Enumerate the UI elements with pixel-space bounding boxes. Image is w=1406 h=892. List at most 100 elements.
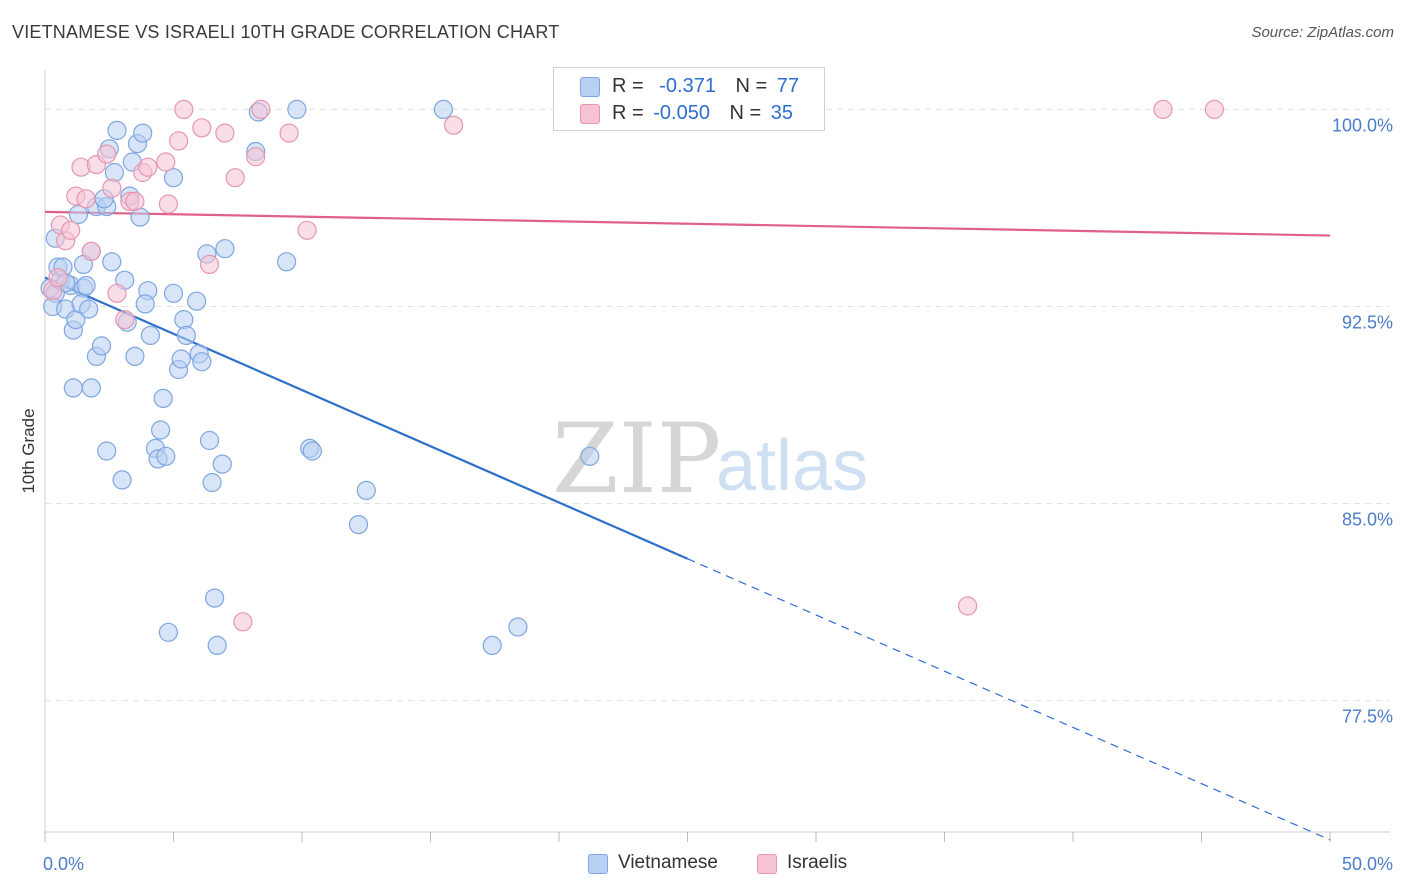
data-point <box>91 336 112 356</box>
data-point <box>81 378 101 398</box>
data-point <box>135 294 155 314</box>
data-point <box>104 162 125 183</box>
points-layer <box>40 99 1225 656</box>
legend-swatch-israelis <box>757 854 777 874</box>
legend-swatch-vietnamese <box>588 854 608 874</box>
data-point <box>302 441 322 461</box>
data-point <box>61 220 81 240</box>
data-point <box>174 310 194 330</box>
legend-n-label: N = <box>729 102 762 124</box>
data-point <box>277 252 297 272</box>
series-israelis <box>43 99 1225 632</box>
data-point <box>215 239 235 259</box>
legend-swatch-israelis <box>580 104 600 124</box>
data-point <box>76 275 96 296</box>
data-point <box>199 430 220 451</box>
data-point <box>207 635 227 656</box>
data-point <box>246 147 266 167</box>
y-tick-label: 85.0% <box>1342 510 1393 530</box>
data-point <box>287 99 307 120</box>
data-point <box>225 168 245 188</box>
data-point <box>158 622 178 642</box>
data-point <box>153 388 173 408</box>
legend-r-label: R = <box>612 102 644 124</box>
data-point <box>48 268 68 288</box>
legend-n-value: 77 <box>776 75 800 97</box>
data-point <box>202 472 222 493</box>
legend-r-label: R = <box>612 75 644 97</box>
trend-line-israelis <box>44 210 1331 237</box>
legend-row-vietnamese: R = -0.371 N = 77 <box>612 75 799 98</box>
data-point <box>115 310 135 330</box>
data-point <box>133 123 153 143</box>
legend-r-value: -0.371 <box>659 75 716 97</box>
data-point <box>158 194 178 214</box>
data-point <box>205 588 225 608</box>
trend-layer <box>44 210 1331 841</box>
data-point <box>348 514 369 535</box>
data-point <box>102 252 122 272</box>
data-point <box>81 241 101 261</box>
data-point <box>187 291 207 311</box>
data-point <box>140 325 160 345</box>
data-point <box>107 283 127 303</box>
data-point <box>63 378 83 398</box>
legend-n-label: N = <box>735 75 768 97</box>
data-point <box>1204 99 1225 120</box>
data-point <box>125 191 145 211</box>
data-point <box>76 189 96 209</box>
data-point <box>433 99 453 120</box>
y-tick-label: 100.0% <box>1332 115 1393 135</box>
watermark-atlas: atlas <box>716 426 868 506</box>
data-point <box>125 346 145 366</box>
legend-n-value: 35 <box>770 102 794 124</box>
x-tick-label: 0.0% <box>43 854 84 874</box>
stats-legend: R = -0.371 N = 77 R = -0.050 N = 35 <box>553 67 825 131</box>
data-point <box>580 446 600 466</box>
legend-item-vietnamese: Vietnamese <box>588 852 718 874</box>
data-point <box>192 352 212 372</box>
data-point <box>212 454 232 474</box>
legend-label-israelis: Israelis <box>787 852 848 873</box>
data-point <box>356 480 376 500</box>
data-point <box>156 152 176 172</box>
watermark-zip: ZIP <box>552 403 721 515</box>
data-point <box>508 617 528 637</box>
legend-label-vietnamese: Vietnamese <box>618 852 718 873</box>
x-tick-label: 50.0% <box>1342 854 1393 874</box>
y-tick-label: 92.5% <box>1342 312 1393 332</box>
data-point <box>107 120 127 140</box>
data-point <box>444 115 464 135</box>
data-point <box>174 99 194 120</box>
data-point <box>482 635 502 656</box>
legend-swatch-vietnamese <box>580 77 600 97</box>
y-axis-title: 10th Grade <box>19 408 38 493</box>
data-point <box>163 168 184 188</box>
axis-layer <box>44 70 1390 842</box>
trend-line-vietnamese <box>44 276 688 560</box>
data-point <box>215 123 235 143</box>
data-point <box>156 446 176 466</box>
data-point <box>163 283 184 303</box>
y-tick-label: 77.5% <box>1342 707 1393 727</box>
data-point <box>199 254 220 274</box>
data-point <box>138 157 158 177</box>
data-point <box>169 131 189 151</box>
data-point <box>102 178 122 198</box>
data-point <box>112 470 132 490</box>
data-point <box>957 596 978 616</box>
legend-row-israelis: R = -0.050 N = 35 <box>612 102 793 125</box>
chart-title: VIETNAMESE VS ISRAELI 10TH GRADE CORRELA… <box>12 22 560 42</box>
data-point <box>279 123 299 143</box>
data-point <box>97 441 117 461</box>
data-point <box>171 349 191 369</box>
data-point <box>176 325 196 345</box>
data-point <box>151 420 171 440</box>
series-vietnamese <box>40 99 600 656</box>
data-point <box>233 612 253 632</box>
source-label: Source: ZipAtlas.com <box>1251 24 1394 41</box>
data-point <box>79 299 99 319</box>
legend-r-value: -0.050 <box>653 102 710 124</box>
legend-item-israelis: Israelis <box>757 852 847 874</box>
